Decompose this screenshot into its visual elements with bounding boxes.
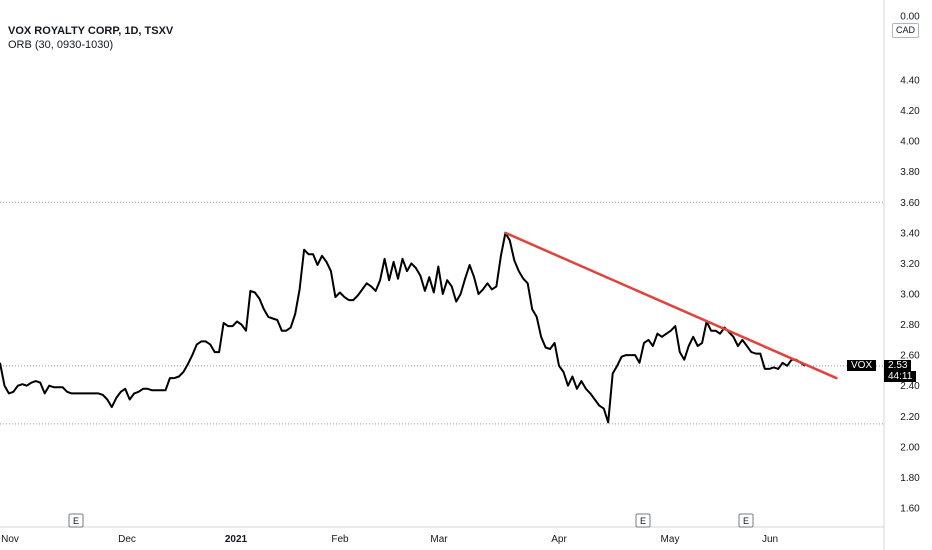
earnings-marker[interactable]: E: [68, 513, 84, 528]
indicator-label: ORB (30, 0930-1030): [8, 39, 114, 51]
bar-countdown: 44:11: [884, 370, 917, 382]
time-tick-label: Mar: [430, 534, 448, 545]
symbol-tag: VOX: [847, 359, 877, 371]
time-tick-label: 2021: [225, 534, 248, 545]
price-tick-label: 2.40: [900, 381, 920, 392]
price-tick-label: 3.80: [900, 167, 920, 178]
svg-text:E: E: [73, 516, 79, 526]
trendline[interactable]: [504, 231, 838, 380]
last-price-tag: 2.53: [884, 359, 912, 371]
time-tick-label: May: [661, 534, 680, 545]
time-tick-label: Jun: [762, 534, 778, 545]
price-tick-label: 2.80: [900, 320, 920, 331]
chart-title: VOX ROYALTY CORP, 1D, TSXV: [8, 25, 174, 37]
price-tick-label: 2.20: [900, 412, 920, 423]
price-tick-label: 0.00: [900, 12, 920, 23]
price-tick-label: 2.60: [900, 351, 920, 362]
svg-text:E: E: [640, 516, 646, 526]
price-axis: 0.00 4.40 4.20 4.00 3.80 3.60 3.40 3.20 3.00 2.80…: [900, 12, 920, 515]
svg-text:E: E: [743, 516, 749, 526]
time-tick-label: Apr: [551, 534, 567, 545]
time-tick-label: Nov: [1, 534, 19, 545]
time-axis: Nov Dec 2021 Feb Mar Apr May Jun: [1, 534, 778, 545]
price-tick-label: 3.20: [900, 259, 920, 270]
price-tick-label: 3.60: [900, 198, 920, 209]
currency-badge[interactable]: CAD: [892, 23, 920, 38]
price-tick-label: 3.40: [900, 228, 920, 239]
time-tick-label: Dec: [118, 534, 136, 545]
price-tick-label: 3.00: [900, 290, 920, 301]
price-tick-label: 2.00: [900, 442, 920, 453]
price-tick-label: 1.60: [900, 504, 920, 515]
price-line: [0, 231, 806, 424]
dotted-levels: [0, 201, 884, 425]
earnings-marker[interactable]: E: [635, 513, 651, 528]
earnings-marker[interactable]: E: [738, 513, 754, 528]
price-tick-label: 4.40: [900, 76, 920, 87]
price-tick-label: 4.00: [900, 137, 920, 148]
price-tick-label: 1.80: [900, 473, 920, 484]
price-tick-label: 4.20: [900, 106, 920, 117]
time-tick-label: Feb: [331, 534, 349, 545]
